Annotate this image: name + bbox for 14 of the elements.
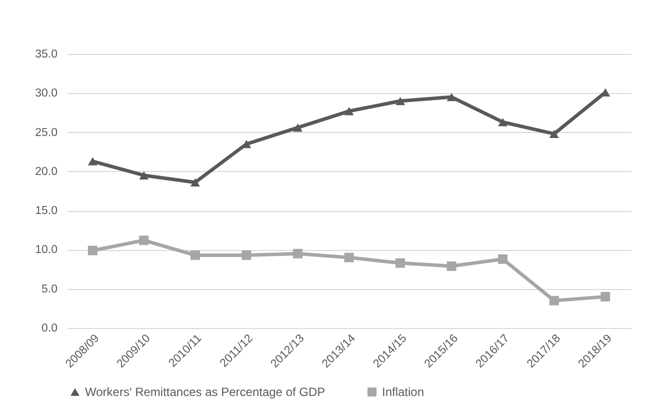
y-tick-label: 30.0 xyxy=(35,88,58,100)
y-tick-label: 0.0 xyxy=(42,322,58,334)
y-tick-label: 25.0 xyxy=(35,126,58,139)
y-tick-label: 35.0 xyxy=(35,48,58,60)
point xyxy=(396,96,406,106)
y-tick-label: 10.0 xyxy=(35,244,58,256)
y-tick-label: 5.0 xyxy=(42,283,58,296)
legend-label: Workers' Remittances as Percentage of GDP xyxy=(85,385,326,399)
point xyxy=(396,258,406,268)
y-tick-label: 20.0 xyxy=(35,166,58,178)
point xyxy=(292,248,302,258)
y-tick-label: 15.0 xyxy=(35,205,58,218)
point xyxy=(292,123,302,132)
legend-label: Inflation xyxy=(382,385,424,399)
